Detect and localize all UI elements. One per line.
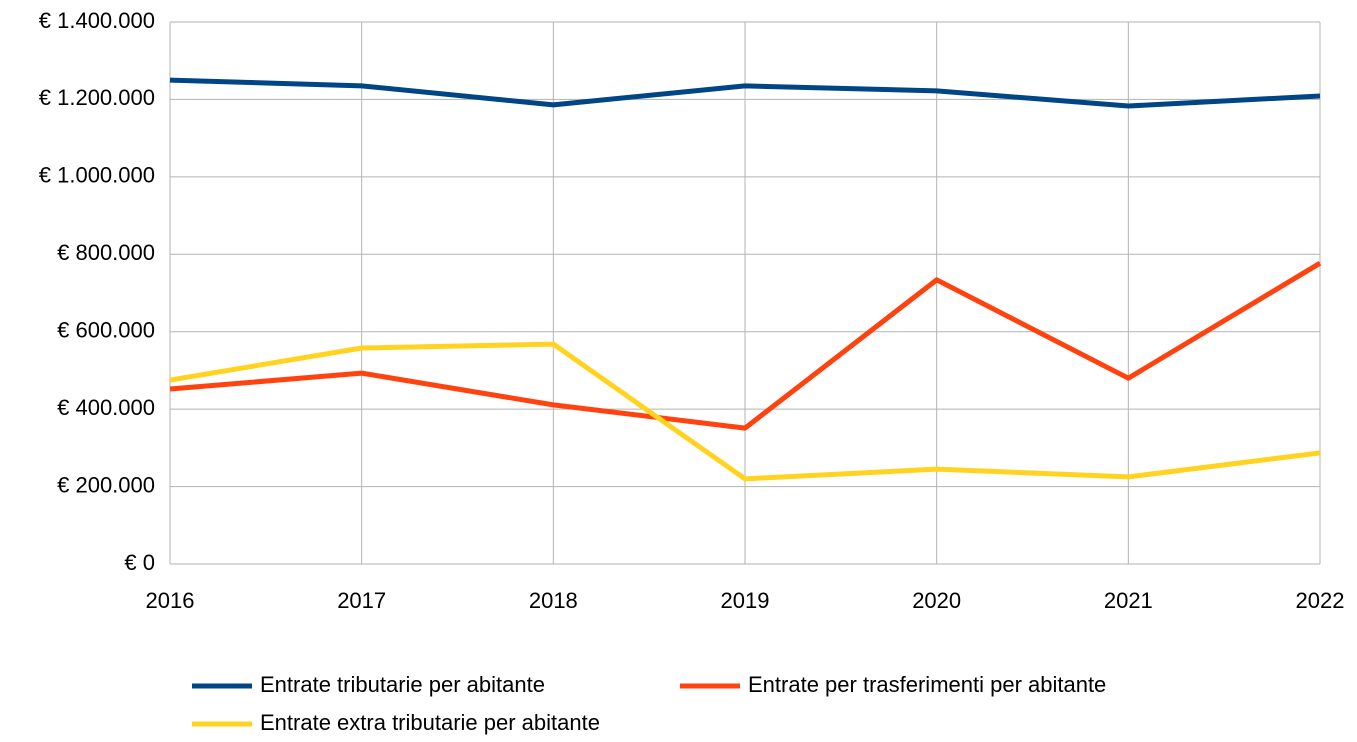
y-tick-label: € 1.000.000 (39, 163, 155, 188)
legend-label: Entrate tributarie per abitante (260, 672, 545, 697)
line-series (169, 341, 1321, 482)
y-tick-label: € 400.000 (57, 395, 155, 420)
y-tick-label: € 1.400.000 (39, 8, 155, 33)
line-series (169, 261, 1322, 431)
x-tick-label: 2021 (1104, 588, 1153, 613)
y-tick-label: € 0 (124, 550, 155, 575)
x-tick-label: 2019 (721, 588, 770, 613)
x-tick-label: 2016 (146, 588, 195, 613)
y-tick-label: € 800.000 (57, 240, 155, 265)
x-tick-label: 2017 (337, 588, 386, 613)
legend-label: Entrate per trasferimenti per abitante (748, 672, 1106, 697)
x-tick-label: 2018 (529, 588, 578, 613)
y-tick-label: € 200.000 (57, 472, 155, 497)
line-series (169, 77, 1321, 109)
y-tick-label: € 600.000 (57, 318, 155, 343)
y-tick-label: € 1.200.000 (39, 85, 155, 110)
legend-label: Entrate extra tributarie per abitante (260, 710, 600, 735)
x-tick-label: 2020 (912, 588, 961, 613)
x-tick-label: 2022 (1296, 588, 1345, 613)
